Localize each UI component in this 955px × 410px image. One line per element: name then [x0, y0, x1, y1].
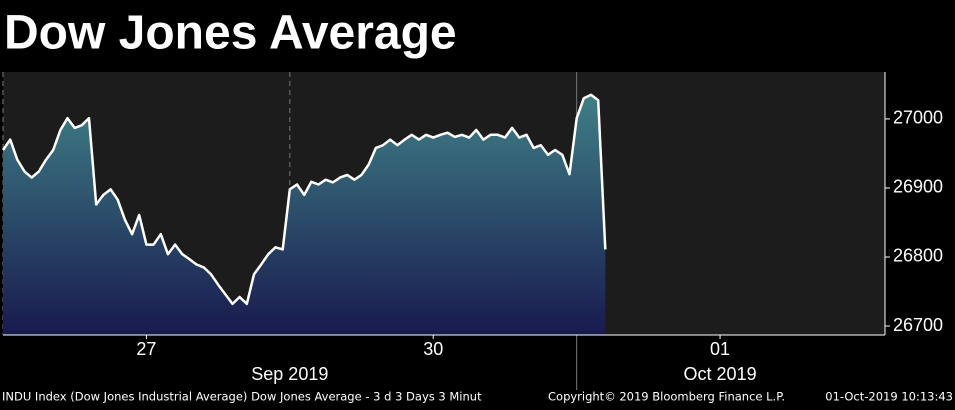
- y-tick-label: 27000: [893, 108, 943, 128]
- y-tick-label: 26800: [893, 246, 943, 266]
- x-tick-label: 27: [136, 339, 156, 359]
- area: [3, 94, 606, 335]
- y-tick-label: 26700: [893, 315, 943, 335]
- y-tick-label: 26900: [893, 177, 943, 197]
- footer-text: 01-Oct-2019 10:13:43: [825, 390, 953, 404]
- x-month-label: Sep 2019: [251, 364, 328, 384]
- footer-text: Copyright© 2019 Bloomberg Finance L.P.: [548, 390, 785, 404]
- x-tick-label: 30: [423, 339, 443, 359]
- x-month-label: Oct 2019: [684, 364, 757, 384]
- line: [1, 93, 607, 306]
- plot-layer: 26700 26800 26900 27000 27 30 01 Sep 2019 Oct 20…: [1, 72, 953, 404]
- chart-title: Dow Jones Average: [4, 7, 457, 60]
- footer-text: INDU Index (Dow Jones Industrial Average…: [2, 390, 482, 404]
- x-tick-label: 01: [710, 339, 730, 359]
